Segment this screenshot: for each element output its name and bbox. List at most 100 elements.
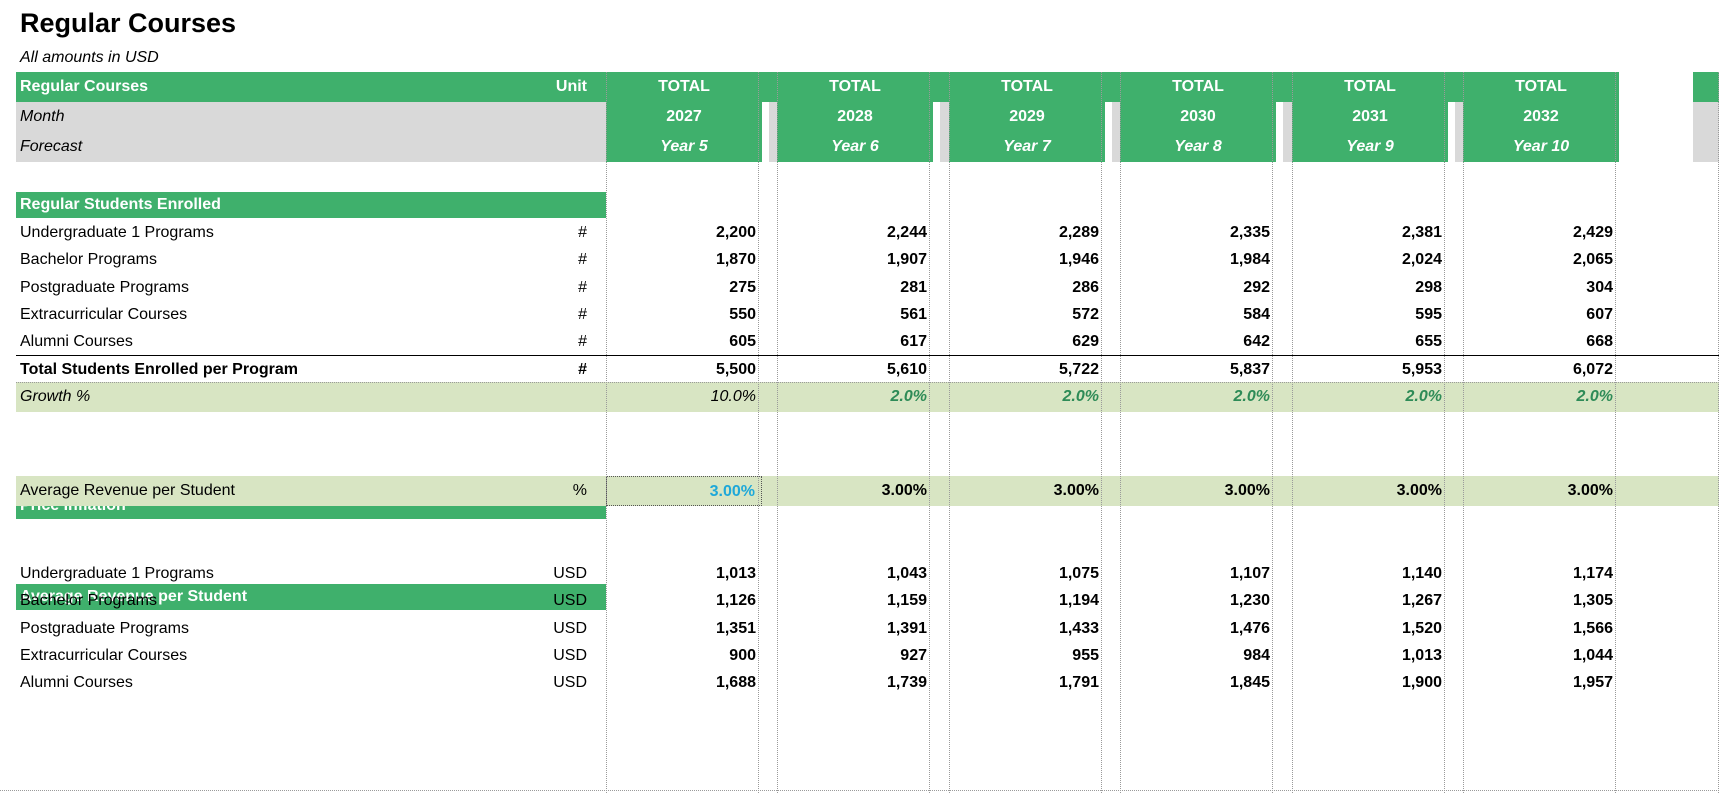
column-divider [1615, 72, 1616, 793]
value-cell: 1,126 [715, 592, 756, 610]
value-cell: 668 [1586, 333, 1613, 351]
column-year: 2029 [1009, 108, 1045, 125]
value-cell: 655 [1415, 333, 1442, 351]
value-cell: 275 [729, 278, 756, 296]
value-cell: 1,159 [886, 592, 927, 610]
value-cell: 2,024 [1401, 251, 1442, 269]
value-cell: 1,845 [1229, 674, 1270, 692]
column-total-label: TOTAL [658, 78, 710, 95]
column-total-label: TOTAL [1172, 78, 1224, 95]
value-cell: 1,870 [715, 251, 756, 269]
value-cell: 1,520 [1401, 619, 1442, 637]
column-divider [1272, 72, 1273, 793]
row-label: Postgraduate Programs [20, 619, 189, 637]
column-divider [1120, 72, 1121, 793]
row-label: Total Students Enrolled per Program [20, 360, 298, 378]
total-row: Total Students Enrolled per Program #5,50… [0, 355, 1719, 385]
enrolled-row: Bachelor Programs #1,870 1,907 1,946 1,984 2,… [0, 245, 1719, 275]
value-cell: 3.00% [1224, 482, 1270, 499]
value-cell: 286 [1072, 278, 1099, 296]
year-column-header-bg [777, 72, 933, 162]
value-cell: 298 [1415, 278, 1442, 296]
row-unit: # [578, 360, 587, 378]
column-period: Year 7 [1003, 138, 1051, 155]
row-label: Average Revenue per Student [20, 482, 235, 499]
value-cell: 1,174 [1572, 565, 1613, 582]
value-cell: 1,267 [1401, 592, 1442, 610]
value-cell: 1,044 [1572, 646, 1613, 664]
section-average-revenue: Average Revenue per Student [16, 584, 606, 610]
row-unit: # [578, 333, 587, 351]
value-cell: 2.0% [1233, 387, 1270, 405]
month-label: Month [20, 108, 65, 125]
year-column-header-bg [1463, 72, 1619, 162]
column-divider [1292, 72, 1293, 793]
column-total-label: TOTAL [829, 78, 881, 95]
sheet-bottom-border [0, 790, 1719, 791]
row-unit: USD [553, 646, 587, 664]
edge-header-green [1693, 72, 1719, 102]
value-cell: 1,351 [715, 619, 756, 637]
value-cell: 2,335 [1229, 224, 1270, 241]
value-cell: 1,957 [1572, 674, 1613, 692]
row-unit: USD [553, 674, 587, 692]
row-unit: # [578, 251, 587, 269]
column-total-label: TOTAL [1515, 78, 1567, 95]
revenue-row: Bachelor Programs USD 1,126 1,159 1,194 1,230… [0, 586, 1719, 616]
value-cell: 617 [900, 333, 927, 351]
value-cell: 3.00% [881, 482, 927, 499]
enrolled-row: Postgraduate Programs #275 281 286 292 298 304 [0, 273, 1719, 303]
value-cell: 2,289 [1058, 224, 1099, 241]
column-divider [929, 72, 930, 793]
month-label-block [16, 102, 606, 132]
value-cell: 1,013 [715, 565, 756, 582]
total-top-border [16, 354, 1719, 356]
revenue-row: Alumni Courses USD 1,688 1,739 1,791 1,845 1,9… [0, 668, 1719, 698]
value-cell: 1,194 [1058, 592, 1099, 610]
value-cell: 642 [1243, 333, 1270, 351]
row-unit: USD [553, 565, 587, 582]
row-label: Undergraduate 1 Programs [20, 224, 214, 241]
column-total-label: TOTAL [1001, 78, 1053, 95]
column-year: 2030 [1180, 108, 1216, 125]
value-cell: 304 [1586, 278, 1613, 296]
value-cell: 572 [1072, 305, 1099, 323]
value-cell: 595 [1415, 305, 1442, 323]
row-label: Alumni Courses [20, 674, 133, 692]
value-cell: 292 [1243, 278, 1270, 296]
enrolled-row: Alumni Courses #605 617 629 642 655 668 [0, 327, 1719, 357]
value-cell: 2.0% [1576, 387, 1613, 405]
forecast-label-block [16, 132, 606, 162]
value-cell: 5,610 [886, 360, 927, 378]
inflation-row: Average Revenue per Student% 3.00% 3.00% 3.… [16, 476, 1719, 506]
row-unit: USD [553, 592, 587, 610]
value-cell: 1,140 [1401, 565, 1442, 582]
value-cell: 607 [1586, 305, 1613, 323]
row-unit: # [578, 224, 587, 241]
row-label: Extracurricular Courses [20, 646, 188, 664]
value-cell: 1,900 [1401, 674, 1442, 692]
value-cell: 281 [900, 278, 927, 296]
spreadsheet: Regular Courses Unit Month Forecast TOTA… [0, 72, 1719, 793]
value-cell: 5,837 [1229, 360, 1270, 378]
value-cell: 6,072 [1572, 360, 1613, 378]
enrolled-row: Undergraduate 1 Programs #2,200 2,244 2,289… [0, 218, 1719, 248]
row-label: Bachelor Programs [20, 592, 157, 610]
value-cell: 1,305 [1572, 592, 1613, 610]
value-cell: 900 [729, 646, 756, 664]
value-cell: 1,739 [886, 674, 927, 692]
column-total-label: TOTAL [1344, 78, 1396, 95]
forecast-label: Forecast [20, 138, 83, 155]
value-cell: 10.0% [710, 387, 756, 405]
value-cell: 1,391 [886, 619, 927, 637]
currency-note: All amounts in USD [20, 49, 159, 66]
value-cell: 3.00% [1396, 482, 1442, 499]
year-column-header-bg [1292, 72, 1448, 162]
value-cell[interactable]: 3.00% [606, 476, 762, 506]
revenue-row: Extracurricular Courses USD 900 927 955 984 1,… [0, 641, 1719, 671]
row-unit: % [572, 482, 587, 499]
value-cell: 1,946 [1058, 251, 1099, 269]
value-cell: 5,953 [1401, 360, 1442, 378]
value-cell: 1,433 [1058, 619, 1099, 637]
row-label: Growth % [20, 387, 91, 405]
